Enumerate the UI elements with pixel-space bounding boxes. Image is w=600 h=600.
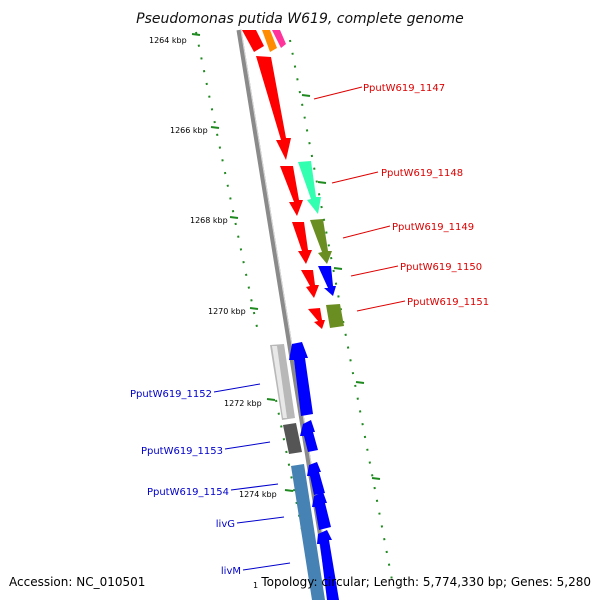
reverse-strand-genes xyxy=(270,342,339,600)
gene-highlight xyxy=(272,346,287,418)
forward-labels xyxy=(313,86,406,312)
tick-label: 1272 kbp xyxy=(224,399,262,408)
gene-label-1147[interactable]: PputW619_1147 xyxy=(363,83,445,94)
map-title: Pseudomonas putida W619, complete genome xyxy=(136,11,464,27)
tick-label: 1268 kbp xyxy=(190,216,228,225)
gene-arrow-livM[interactable] xyxy=(317,530,339,600)
tick-mark xyxy=(249,307,259,310)
topology-text: Topology: circular; Length: 5,774,330 bp… xyxy=(260,575,591,589)
major-ticks xyxy=(191,33,381,492)
tick-label-partial: 1 xyxy=(253,581,258,590)
tick-label: 1264 kbp xyxy=(149,36,187,45)
gene-label-1148[interactable]: PputW619_1148 xyxy=(381,168,463,179)
gene-arrow-1149[interactable] xyxy=(310,219,332,264)
tick-label: 1274 kbp xyxy=(239,490,277,499)
gene-label-1152[interactable]: PputW619_1152 xyxy=(130,389,212,400)
gene-arrow[interactable] xyxy=(242,30,264,52)
tick-label: 1270 kbp xyxy=(208,307,246,316)
gene-label-livM[interactable]: livM xyxy=(221,566,241,577)
gene-label-1149[interactable]: PputW619_1149 xyxy=(392,222,474,233)
gene-arrow[interactable] xyxy=(262,30,277,52)
gene-arrow[interactable] xyxy=(280,166,303,216)
tick-mark xyxy=(333,267,343,270)
gene-arrow-livG[interactable] xyxy=(307,462,325,495)
gene-arrow[interactable] xyxy=(300,420,318,452)
tick-mark xyxy=(191,33,201,36)
partial-genes-top xyxy=(242,30,286,52)
gene-label-1153[interactable]: PputW619_1153 xyxy=(141,446,223,457)
tick-mark xyxy=(301,94,311,97)
tick-mark xyxy=(229,216,239,219)
gene-arrow-1153[interactable] xyxy=(283,423,302,454)
gene-arrow[interactable] xyxy=(272,30,286,48)
tick-mark xyxy=(355,381,365,384)
tick-label: 1266 kbp xyxy=(170,126,208,135)
gene-label-1151[interactable]: PputW619_1151 xyxy=(407,297,489,308)
gene-label-livG[interactable]: livG xyxy=(216,519,235,530)
forward-strand-genes xyxy=(256,56,344,329)
gene-arrow[interactable] xyxy=(292,222,312,264)
gene-label-1150[interactable]: PputW619_1150 xyxy=(400,262,482,273)
gene-arrow[interactable] xyxy=(312,492,331,530)
gene-arrow[interactable] xyxy=(289,342,313,416)
gene-arrow-1151[interactable] xyxy=(326,304,344,328)
tick-mark xyxy=(317,181,327,184)
gene-arrow-1150[interactable] xyxy=(318,266,336,296)
tick-mark xyxy=(210,126,220,129)
gene-label-1154[interactable]: PputW619_1154 xyxy=(147,487,229,498)
accession-text: Accession: NC_010501 xyxy=(9,575,145,589)
tick-ring-inner xyxy=(195,31,309,561)
gene-arrow[interactable] xyxy=(301,270,319,298)
gene-arrow-1148[interactable] xyxy=(298,161,321,214)
reverse-labels xyxy=(213,383,291,571)
tick-mark xyxy=(284,489,294,492)
tick-mark xyxy=(371,477,381,480)
gene-arrow-1147[interactable] xyxy=(256,56,291,160)
tick-mark xyxy=(266,398,276,401)
gene-arrow-1154[interactable] xyxy=(291,464,325,600)
gene-arrow[interactable] xyxy=(308,308,325,329)
